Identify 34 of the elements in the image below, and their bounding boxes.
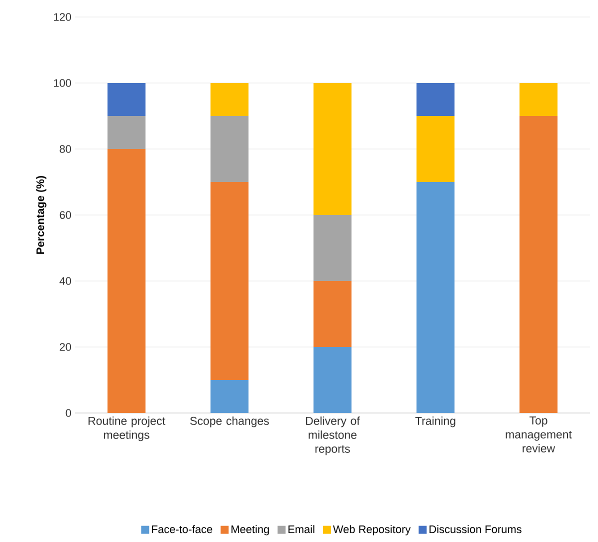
y-tick-label: 40 bbox=[60, 277, 72, 285]
bar bbox=[210, 116, 248, 182]
y-tick-label: 100 bbox=[54, 79, 72, 87]
bar bbox=[416, 182, 455, 413]
bar bbox=[314, 214, 352, 281]
x-tick-label: Routine project meetings bbox=[88, 416, 166, 442]
bar bbox=[416, 116, 455, 182]
x-tick-label: Delivery of milestone reports bbox=[306, 416, 360, 456]
legend-label: Face-to-face bbox=[152, 525, 212, 534]
legend-label: Meeting bbox=[232, 525, 269, 536]
y-tick-label: 120 bbox=[54, 13, 72, 21]
legend-label: Discussion Forums bbox=[430, 525, 522, 534]
bar bbox=[210, 82, 248, 116]
bar bbox=[314, 280, 352, 347]
y-tick-label: 0 bbox=[66, 409, 72, 417]
bar bbox=[314, 347, 352, 413]
legend-label: Email bbox=[288, 525, 314, 534]
bar bbox=[108, 148, 146, 413]
x-tick-label: Scope changes bbox=[190, 416, 269, 428]
legend-label: Web Repository bbox=[332, 525, 411, 536]
y-tick-label: 60 bbox=[60, 211, 72, 219]
x-tick-label: Training bbox=[415, 416, 456, 428]
bar bbox=[314, 82, 352, 215]
bar bbox=[210, 380, 248, 413]
bar bbox=[416, 82, 455, 116]
bar bbox=[520, 116, 558, 413]
bar bbox=[520, 82, 558, 116]
y-tick-label: 80 bbox=[60, 145, 72, 153]
y-tick-label: 20 bbox=[60, 343, 72, 351]
bar bbox=[108, 116, 146, 149]
y-axis-title: Percentage (%) bbox=[36, 176, 46, 254]
x-tick-label: Top management review bbox=[506, 416, 572, 452]
bar bbox=[210, 182, 248, 380]
bar bbox=[108, 82, 146, 116]
